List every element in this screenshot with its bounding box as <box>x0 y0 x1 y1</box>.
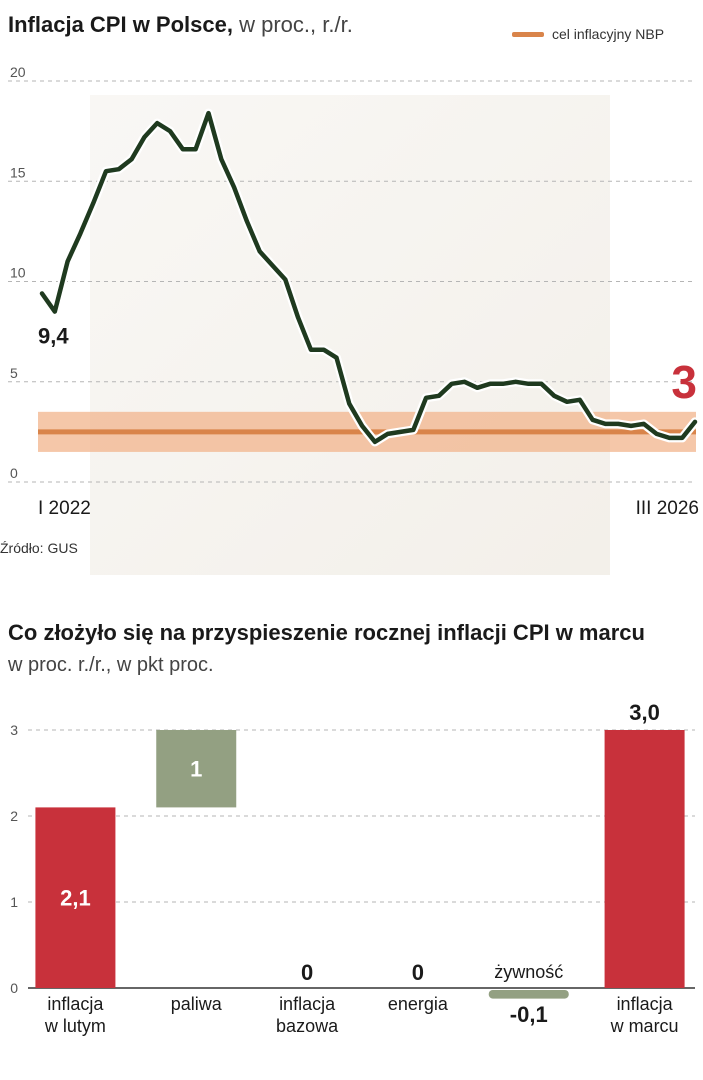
bar-value-label: 2,1 <box>60 886 91 911</box>
category-label: inflacja <box>279 994 336 1014</box>
y-tick-label: 3 <box>10 722 18 738</box>
chart2-title: Co złożyło się na przyspieszenie rocznej… <box>8 620 645 645</box>
chart2-subtitle: w proc. r./r., w pkt proc. <box>8 654 214 676</box>
x-start-label: I 2022 <box>38 498 91 519</box>
y-tick-label: 20 <box>10 64 26 80</box>
category-label: inflacja <box>617 994 674 1014</box>
bar-value-label: 3,0 <box>629 700 660 725</box>
bar-value-label: 1 <box>190 757 202 782</box>
end-value-label: 3 <box>671 356 697 408</box>
bar-value-label: 0 <box>412 960 424 985</box>
chart1-title: Inflacja CPI w Polsce, w proc., r./r. <box>8 12 353 38</box>
y-tick-label: 15 <box>10 164 26 180</box>
category-label: paliwa <box>171 994 223 1014</box>
chart1-title-sub: w proc., r./r. <box>239 12 353 37</box>
category-label: inflacja <box>47 994 104 1014</box>
category-label: w lutym <box>44 1016 106 1036</box>
bar-value-label: 0 <box>301 960 313 985</box>
bar <box>156 730 237 808</box>
y-tick-label: 1 <box>10 894 18 910</box>
chart1-legend: cel inflacyjny NBP <box>512 26 664 42</box>
category-label: żywność <box>494 962 563 982</box>
y-tick-label: 0 <box>10 980 18 996</box>
category-label: w marcu <box>610 1016 679 1036</box>
chart1-title-main: Inflacja CPI w Polsce, <box>8 12 233 37</box>
legend-swatch <box>512 31 544 37</box>
y-tick-label: 10 <box>10 265 26 281</box>
series-line <box>39 110 698 445</box>
y-tick-label: 5 <box>10 365 18 381</box>
bar-value-label: -0,1 <box>510 1002 548 1027</box>
bar <box>488 990 569 999</box>
category-label: energia <box>388 994 449 1014</box>
x-end-label: III 2026 <box>636 498 699 519</box>
start-value-label: 9,4 <box>38 324 69 349</box>
line-chart: 0 5 10 15 20 9,4 3 I 2022 III 2026 <box>8 64 700 519</box>
bar <box>35 807 116 988</box>
legend-label: cel inflacyjny NBP <box>552 26 665 42</box>
illustration-backdrop <box>90 95 610 575</box>
y-tick-label: 0 <box>10 465 18 481</box>
category-label: bazowa <box>276 1016 339 1036</box>
bar <box>604 730 685 988</box>
source-note: Źródło: GUS <box>0 540 78 556</box>
y-tick-label: 2 <box>10 808 18 824</box>
